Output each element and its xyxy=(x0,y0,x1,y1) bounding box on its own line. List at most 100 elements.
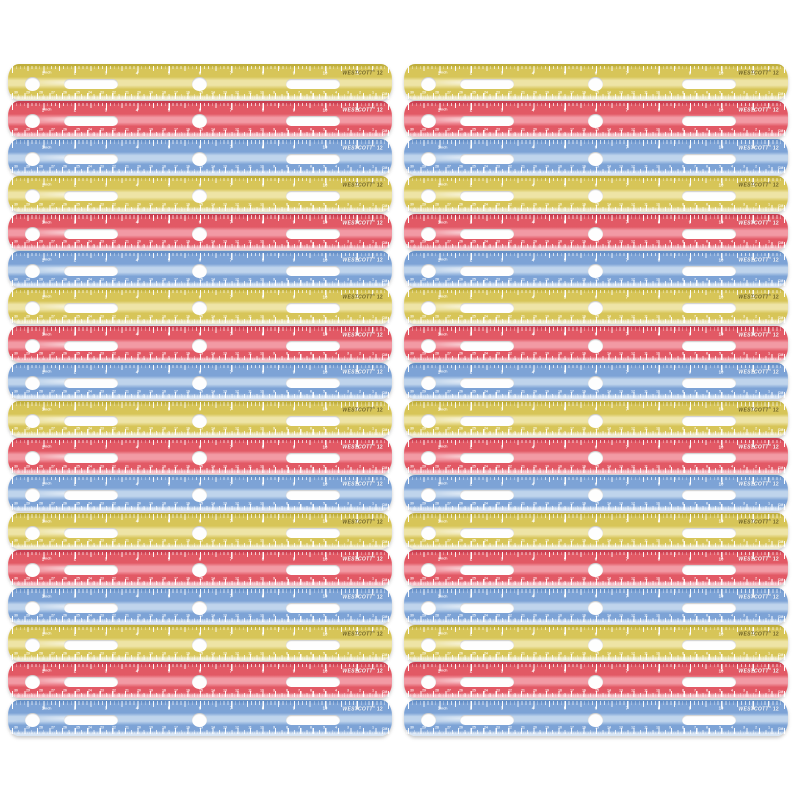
brand-size-label: 12 xyxy=(772,145,779,151)
cm-numeral: 7 xyxy=(693,128,696,132)
cm-numeral: 1 xyxy=(767,277,770,282)
inch-numeral: 8 xyxy=(261,557,264,562)
cm-numeral: 29 xyxy=(422,577,427,581)
inch-numeral: 5 xyxy=(167,445,170,450)
cm-numeral: 22 xyxy=(112,277,117,282)
mounting-hole-left xyxy=(421,451,436,465)
ruler-red: 1 2 3 4 5 6 7 8 9 10 11 30 29 28 27 26 25 24 23 22 21 20 19 18 1… xyxy=(8,213,392,250)
cm-numeral: 7 xyxy=(297,315,300,319)
cm-numeral: 15 xyxy=(198,689,203,693)
cm-numeral: 1 xyxy=(767,689,770,693)
cm-numeral: 12 xyxy=(631,427,636,431)
registered-mark: ® xyxy=(768,704,772,709)
cm-numeral: 13 xyxy=(223,726,227,730)
registered-mark: ® xyxy=(372,630,376,634)
inch-numeral: 3 xyxy=(104,108,108,114)
cm-numeral: 11 xyxy=(247,240,252,244)
inch-numeral: 5 xyxy=(167,520,170,525)
inch-tick-marks xyxy=(8,102,392,107)
cm-numeral: 18 xyxy=(557,726,562,730)
cm-numeral: 27 xyxy=(447,128,451,132)
cm-numeral: 23 xyxy=(496,726,500,730)
brand-name: WESTCOTT xyxy=(342,145,373,151)
cm-numeral: 12 xyxy=(631,315,636,319)
brand-logo: WESTCOTT® 12 xyxy=(738,293,779,300)
cm-numeral: 9 xyxy=(669,165,672,169)
brand-size-label: 12 xyxy=(772,220,779,226)
grip-slot-right xyxy=(682,527,736,538)
cm-numeral: 15 xyxy=(198,240,203,244)
inch-unit-label: inch xyxy=(440,519,448,524)
cm-numeral: 8 xyxy=(285,427,288,431)
inch-numeral: 1 xyxy=(42,669,45,675)
cm-numeral: 15 xyxy=(594,352,599,356)
cm-numeral: 12 xyxy=(235,165,240,169)
cm-numeral: 29 xyxy=(26,539,31,543)
cm-numeral: 23 xyxy=(496,427,500,431)
cm-numeral: 24 xyxy=(87,651,92,656)
inch-numeral: 1 xyxy=(438,707,441,712)
cm-numeral: 17 xyxy=(570,539,574,543)
cm-numeral: 4 xyxy=(730,539,733,543)
cm-numeral: 14 xyxy=(606,128,611,132)
brand-name: WESTCOTT xyxy=(342,407,373,413)
inch-numeral: 6 xyxy=(198,183,202,188)
cm-numeral: 14 xyxy=(210,689,215,693)
inch-numeral: 4 xyxy=(136,146,139,151)
inch-numeral: 4 xyxy=(136,557,139,562)
grip-slot-right xyxy=(286,714,340,725)
inch-tick-marks xyxy=(404,252,788,258)
inch-numeral: 5 xyxy=(167,482,170,488)
inch-numeral: 6 xyxy=(198,707,202,712)
inch-numeral: 11 xyxy=(750,445,755,450)
inch-numeral: 1 xyxy=(438,108,441,114)
cm-numeral: 12 xyxy=(631,352,636,356)
cm-numeral: 18 xyxy=(161,577,166,581)
cm-numeral: 15 xyxy=(594,577,599,581)
inch-numeral: 10 xyxy=(322,557,328,562)
cm-numeral: 7 xyxy=(297,689,300,693)
cm-numeral: 19 xyxy=(545,277,550,282)
inch-tick-marks xyxy=(404,439,788,443)
inch-numeral: 6 xyxy=(594,482,598,488)
inch-numeral: 5 xyxy=(563,445,566,450)
grip-slot-left xyxy=(64,116,118,127)
mounting-hole-center xyxy=(588,600,603,615)
grip-slot-left xyxy=(64,714,118,725)
cm-numeral: 21 xyxy=(520,539,525,543)
inch-tick-marks xyxy=(8,589,392,595)
cm-numeral: 5 xyxy=(322,315,325,319)
cm-numeral: 29 xyxy=(422,315,427,319)
cm-numeral: 15 xyxy=(594,614,599,618)
inch-numeral: 7 xyxy=(626,146,629,151)
inch-numeral: 11 xyxy=(354,445,359,450)
cm-numeral: 23 xyxy=(496,277,500,282)
cm-unit-label: CM xyxy=(777,316,783,320)
grip-slot-right xyxy=(682,490,736,501)
brand-logo: WESTCOTT® 12 xyxy=(342,443,383,450)
cm-numeral: 12 xyxy=(235,427,240,431)
cm-numeral: 19 xyxy=(149,165,154,169)
cm-unit-label: CM xyxy=(777,503,783,507)
inch-numeral: 1 xyxy=(438,71,441,76)
inch-numeral: 6 xyxy=(198,445,202,450)
inch-numeral: 7 xyxy=(626,370,629,375)
cm-numeral: 18 xyxy=(161,390,166,394)
brand-name: WESTCOTT xyxy=(738,70,769,77)
cm-numeral: 4 xyxy=(730,651,733,656)
inch-tick-marks xyxy=(8,551,392,556)
inch-numeral: 9 xyxy=(688,557,692,562)
brand-name: WESTCOTT xyxy=(342,220,373,226)
cm-numeral: 2 xyxy=(359,464,362,469)
cm-tick-marks xyxy=(8,393,392,398)
cm-numeral: 18 xyxy=(557,539,562,543)
cm-numeral: 14 xyxy=(210,502,215,506)
cm-numeral: 7 xyxy=(693,651,696,656)
inch-numeral: 3 xyxy=(104,445,108,450)
inch-numeral: 1 xyxy=(438,370,441,375)
inch-unit-label: inch xyxy=(440,632,448,636)
cm-numeral: 3 xyxy=(347,315,350,319)
cm-numeral: 18 xyxy=(161,315,166,319)
inch-numeral: 7 xyxy=(626,594,629,600)
brand-logo: WESTCOTT® 12 xyxy=(342,181,383,188)
